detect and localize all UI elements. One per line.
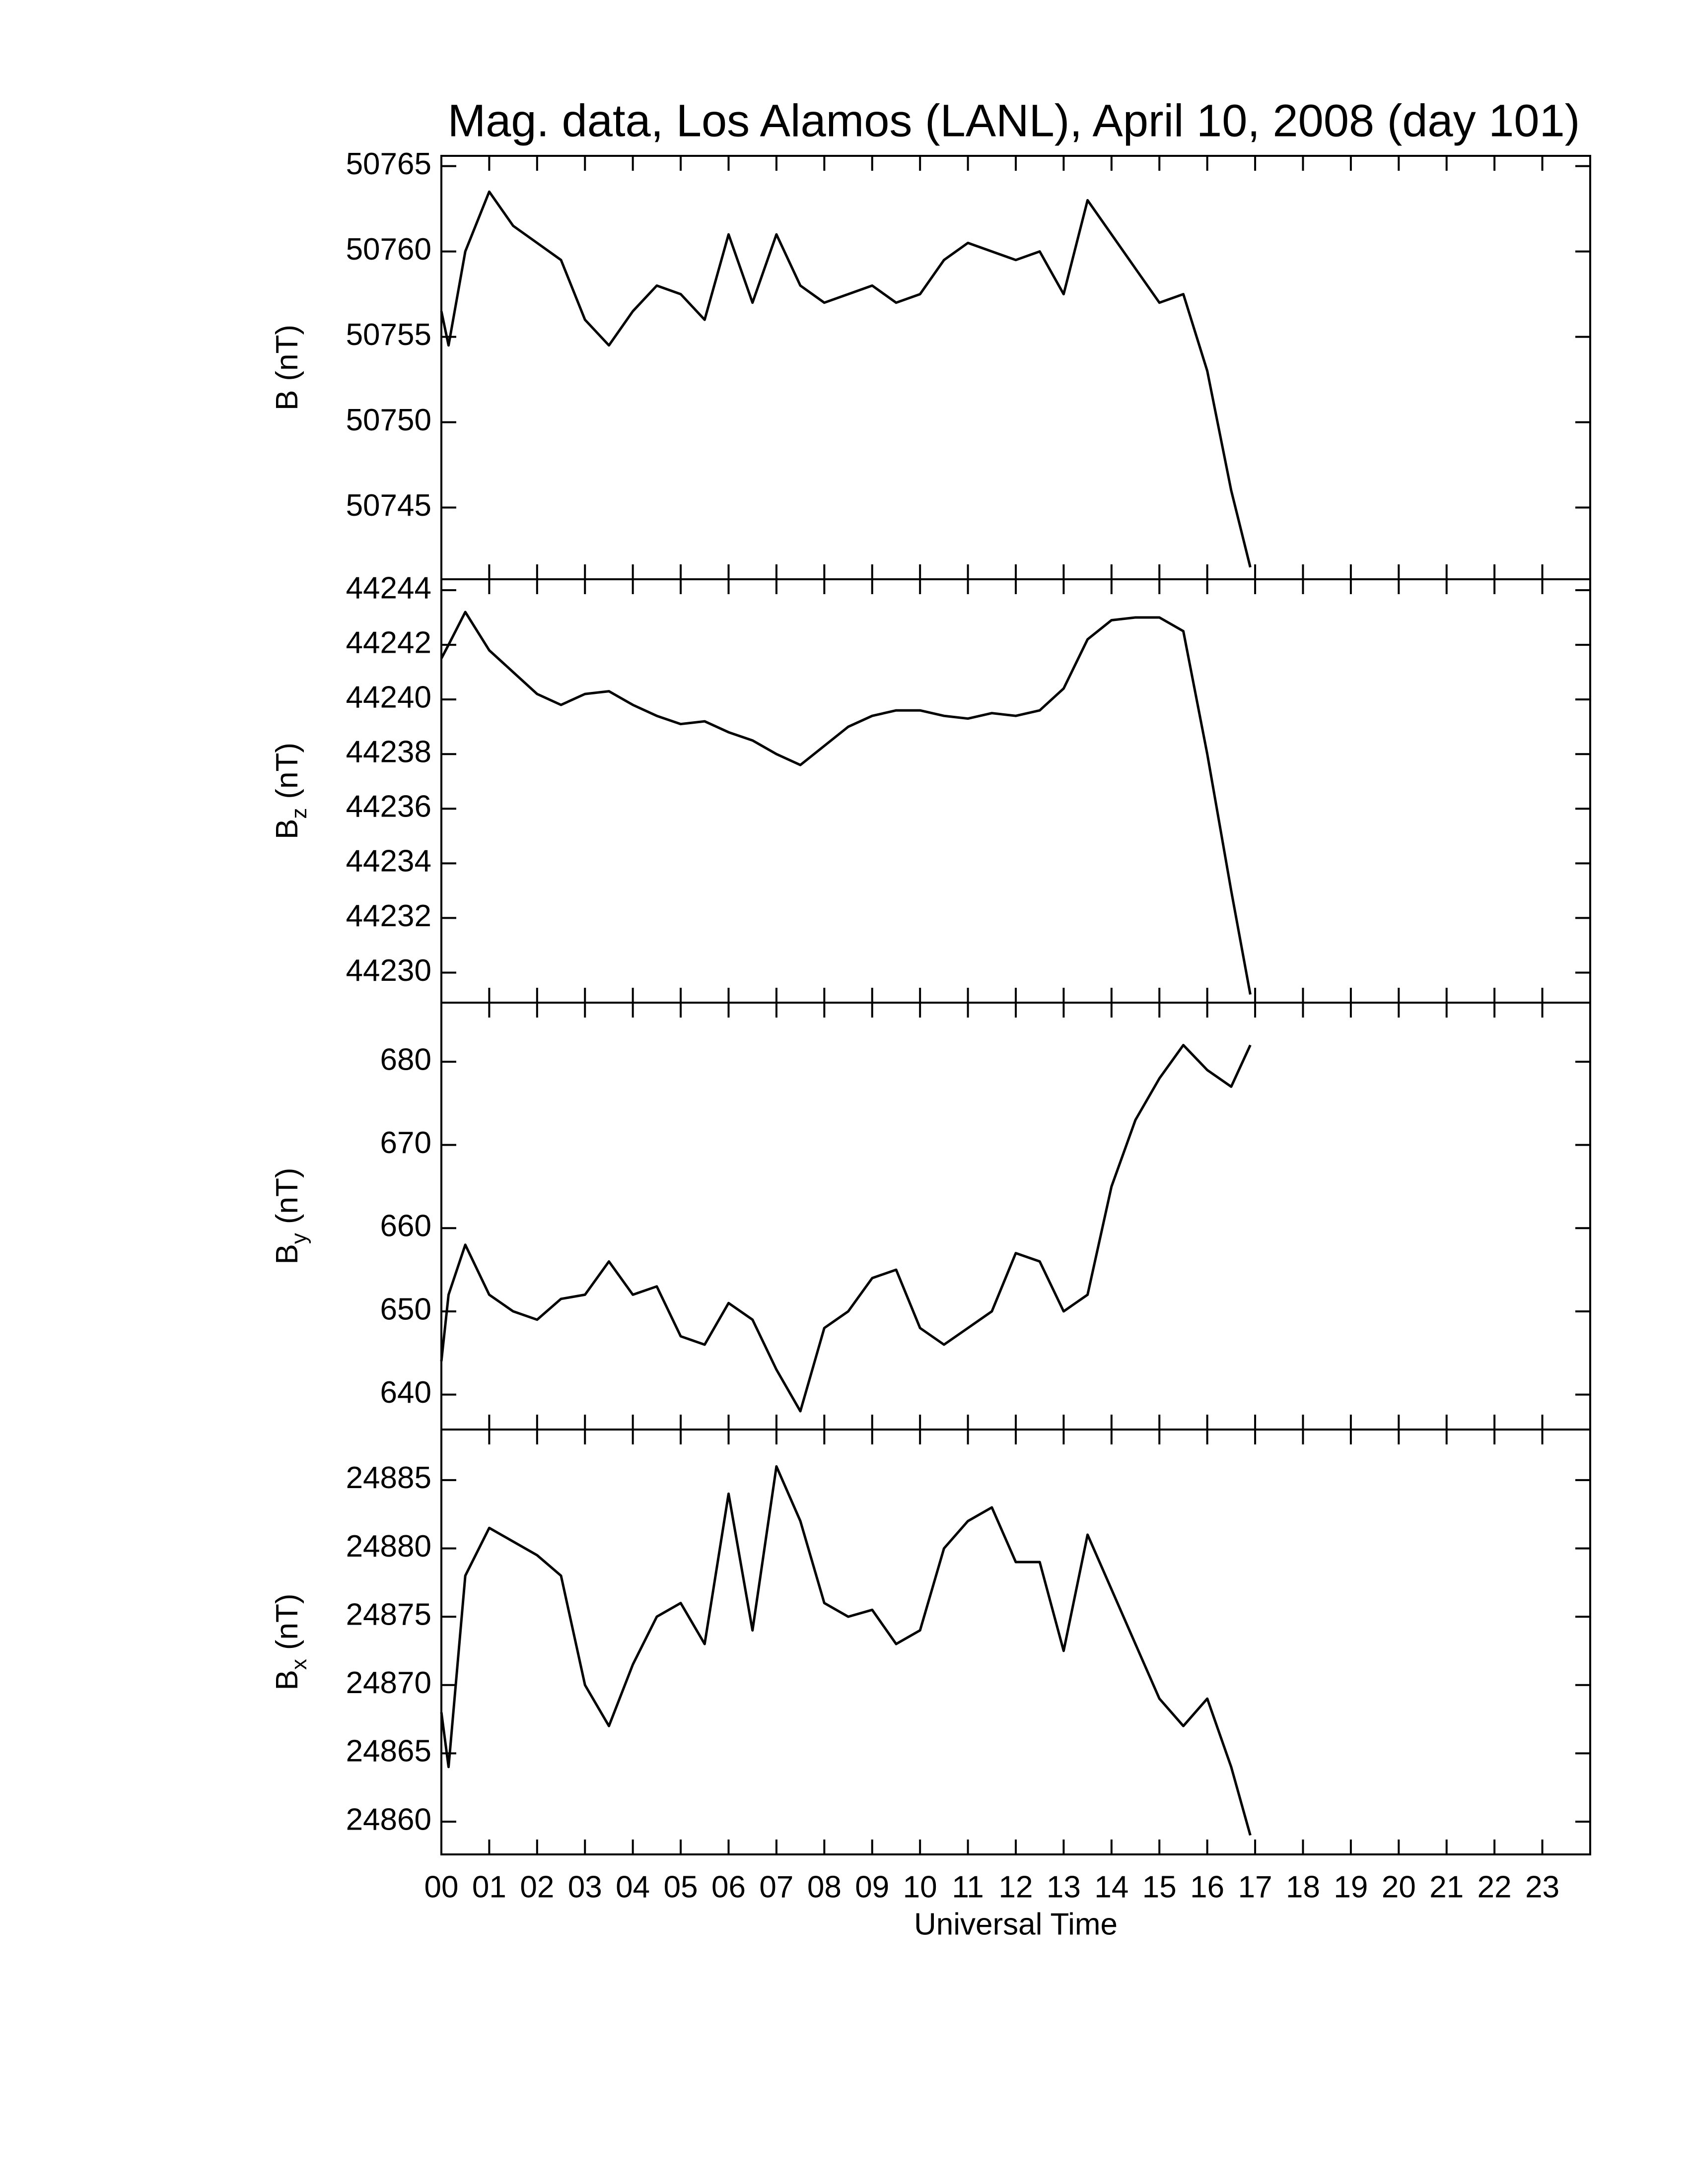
y-tick-label: 680 xyxy=(380,1042,431,1077)
x-axis-label: Universal Time xyxy=(914,1907,1118,1941)
y-tick-label: 24865 xyxy=(346,1734,431,1769)
x-tick-label: 12 xyxy=(999,1870,1033,1904)
y-tick-label: 44244 xyxy=(346,571,431,605)
data-line xyxy=(440,611,1252,995)
y-axis-label: Bz (nT) xyxy=(270,743,311,839)
y-tick-label: 44234 xyxy=(346,844,431,879)
data-line xyxy=(440,1465,1252,1836)
y-tick-label: 44230 xyxy=(346,954,431,988)
y-axis-label-main: B xyxy=(270,1670,304,1690)
x-tick-label: 10 xyxy=(903,1870,937,1904)
y-axis-label: Bx (nT) xyxy=(270,1593,311,1690)
x-tick-label: 08 xyxy=(807,1870,842,1904)
x-tick-label: 09 xyxy=(855,1870,889,1904)
x-tick-label: 16 xyxy=(1190,1870,1224,1904)
y-tick-label: 24860 xyxy=(346,1802,431,1837)
x-tick-label: 01 xyxy=(472,1870,506,1904)
x-tick-label: 14 xyxy=(1094,1870,1128,1904)
x-tick-label: 06 xyxy=(711,1870,746,1904)
y-tick-label: 24875 xyxy=(346,1597,431,1632)
y-tick-label: 50750 xyxy=(346,403,431,437)
y-tick-label: 650 xyxy=(380,1292,431,1326)
x-tick-label: 00 xyxy=(424,1870,459,1904)
data-line xyxy=(440,190,1252,568)
y-axis-label: By (nT) xyxy=(270,1167,311,1264)
y-tick-label: 660 xyxy=(380,1209,431,1243)
y-tick-label: 44240 xyxy=(346,681,431,715)
x-tick-label: 05 xyxy=(664,1870,698,1904)
x-tick-label: 17 xyxy=(1238,1870,1272,1904)
y-tick-label: 24880 xyxy=(346,1529,431,1564)
x-tick-label: 21 xyxy=(1429,1870,1464,1904)
x-tick-label: 23 xyxy=(1525,1870,1559,1904)
x-tick-label: 03 xyxy=(568,1870,602,1904)
y-axis-label-unit: (nT) xyxy=(270,325,304,381)
y-axis-label-sub: x xyxy=(287,1659,311,1670)
data-line xyxy=(440,1044,1252,1413)
y-tick-label: 44242 xyxy=(346,625,431,660)
y-tick-label: 44232 xyxy=(346,899,431,933)
plot-frame xyxy=(440,155,1591,580)
y-axis-label-unit: (nT) xyxy=(270,1593,304,1650)
x-tick-label: 11 xyxy=(952,1870,984,1904)
y-axis-label-unit: (nT) xyxy=(270,1167,304,1224)
x-tick-label: 15 xyxy=(1142,1870,1177,1904)
y-tick-label: 670 xyxy=(380,1126,431,1160)
plot-frame xyxy=(440,1002,1591,1431)
y-axis-label-main: B xyxy=(270,1244,304,1264)
x-tick-label: 22 xyxy=(1477,1870,1512,1904)
x-tick-label: 02 xyxy=(520,1870,554,1904)
y-tick-label: 44236 xyxy=(346,790,431,824)
y-tick-label: 50755 xyxy=(346,318,431,352)
y-tick-label: 50765 xyxy=(346,147,431,181)
y-axis-label-sub: y xyxy=(287,1233,311,1244)
plot-frame xyxy=(440,578,1591,1004)
y-tick-label: 24885 xyxy=(346,1461,431,1495)
y-tick-label: 50745 xyxy=(346,488,431,523)
x-tick-label: 13 xyxy=(1047,1870,1081,1904)
chart-title: Mag. data, Los Alamos (LANL), April 10, … xyxy=(448,95,1580,146)
x-tick-label: 07 xyxy=(759,1870,793,1904)
x-tick-label: 19 xyxy=(1334,1870,1368,1904)
y-axis-label-main: B xyxy=(270,819,304,839)
y-axis-label-main: B xyxy=(270,390,304,410)
y-axis-label-sub: z xyxy=(287,808,311,819)
y-tick-label: 640 xyxy=(380,1375,431,1410)
x-tick-label: 04 xyxy=(616,1870,650,1904)
y-tick-label: 24870 xyxy=(346,1666,431,1700)
plot-frame xyxy=(440,1429,1591,1855)
y-tick-label: 50760 xyxy=(346,232,431,267)
y-axis-label-unit: (nT) xyxy=(270,743,304,799)
x-tick-label: 20 xyxy=(1382,1870,1416,1904)
x-tick-label: 18 xyxy=(1286,1870,1320,1904)
y-tick-label: 44238 xyxy=(346,735,431,769)
y-axis-label: B (nT) xyxy=(270,325,304,410)
